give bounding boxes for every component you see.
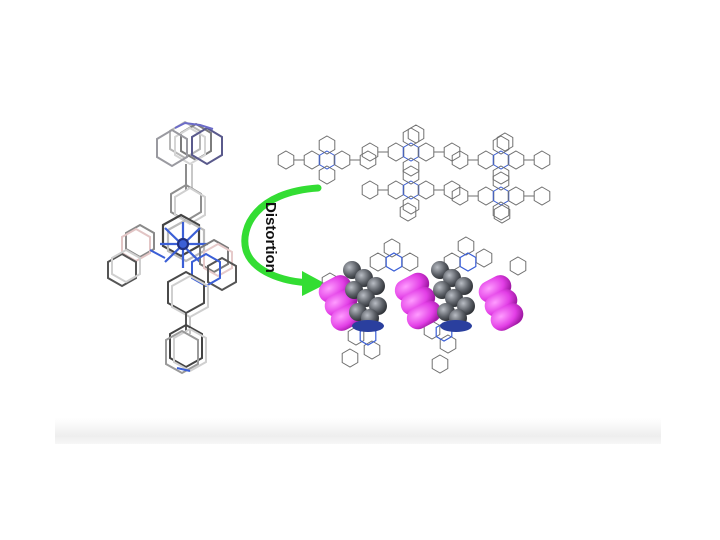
metal-stack bbox=[343, 261, 387, 332]
molecule-wireframe bbox=[362, 128, 460, 176]
molecule-wireframe bbox=[452, 136, 550, 184]
undistorted-packing bbox=[278, 124, 550, 224]
arrow-curve bbox=[241, 184, 322, 287]
lower-ring bbox=[167, 270, 209, 334]
top-ring-cluster bbox=[156, 120, 223, 226]
guest-molecules bbox=[318, 272, 524, 331]
distorted-packing-with-guests bbox=[318, 236, 527, 374]
molecule-wireframe bbox=[452, 172, 550, 220]
bottom-pyridyl-ring bbox=[165, 323, 207, 375]
metal-stack bbox=[431, 261, 475, 332]
right-ring-pair bbox=[191, 238, 237, 292]
left-ring-pair bbox=[107, 223, 166, 288]
arrowhead bbox=[302, 271, 326, 296]
overlaid-molecular-structures bbox=[107, 120, 237, 375]
caption-band bbox=[55, 418, 661, 444]
distortion-label: Distortion bbox=[262, 202, 279, 273]
distortion-arrow: Distortion bbox=[241, 184, 326, 296]
guest-molecule bbox=[394, 272, 442, 330]
molecule-wireframe bbox=[278, 136, 376, 184]
molecule-wireframe bbox=[362, 166, 460, 214]
guest-molecule bbox=[478, 275, 524, 331]
